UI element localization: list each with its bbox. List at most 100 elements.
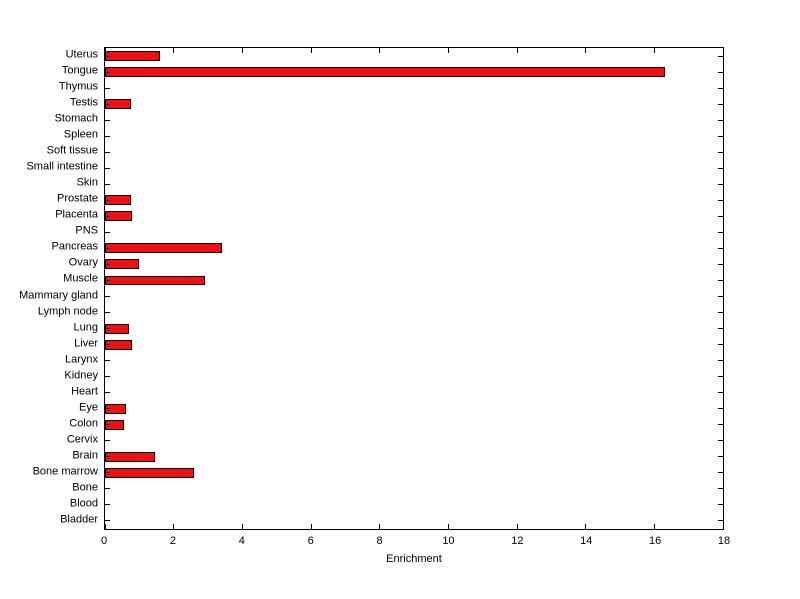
y-tick-label: Brain (72, 449, 98, 462)
plot-area (104, 47, 724, 530)
y-tick (718, 71, 723, 73)
y-tick-label: Tongue (61, 64, 98, 77)
x-tick-label: 16 (648, 535, 662, 547)
y-tick (718, 296, 723, 298)
y-tick (718, 231, 723, 233)
y-tick (105, 520, 110, 522)
x-tick (173, 524, 175, 529)
y-tick (105, 456, 110, 458)
y-tick (105, 215, 110, 217)
x-tick (105, 48, 106, 53)
x-tick (310, 524, 312, 529)
y-tick (105, 71, 110, 73)
y-tick (718, 408, 723, 410)
x-tick (585, 48, 587, 53)
x-tick-label: 6 (307, 535, 314, 547)
y-tick (718, 360, 723, 362)
x-tick-label: 4 (238, 535, 245, 547)
y-tick (105, 103, 110, 105)
y-tick (105, 151, 110, 153)
y-tick (105, 440, 110, 442)
y-tick-label: Kidney (64, 369, 98, 382)
y-tick (718, 199, 723, 201)
y-tick (718, 247, 723, 249)
x-tick (585, 524, 587, 529)
x-tick-label: 10 (442, 535, 455, 547)
y-tick (718, 55, 723, 57)
x-tick-label: 18 (717, 535, 731, 547)
y-tick (105, 87, 110, 89)
x-tick (379, 48, 381, 53)
y-tick (105, 392, 110, 394)
y-tick (718, 376, 723, 378)
y-tick (105, 119, 110, 121)
x-tick (653, 524, 655, 529)
x-tick-label: 12 (511, 535, 524, 547)
x-axis-tick-labels: 0 2 4 6 8 10 12 14 16 18 (100, 535, 730, 549)
y-tick (718, 424, 723, 426)
y-tick (718, 119, 723, 121)
y-tick-label: Prostate (57, 192, 98, 205)
x-tick (379, 524, 381, 529)
x-tick (653, 48, 655, 53)
y-tick (718, 312, 723, 314)
x-tick-label: 14 (580, 535, 593, 547)
y-tick (105, 424, 110, 426)
x-tick (310, 48, 312, 53)
y-tick (105, 488, 110, 490)
y-tick (105, 376, 110, 378)
y-tick (105, 231, 110, 233)
y-tick (718, 103, 723, 105)
y-tick (718, 263, 723, 265)
x-tick (173, 48, 175, 53)
y-tick (718, 151, 723, 153)
y-tick-label: Muscle (63, 272, 98, 285)
y-tick-label: Small intestine (26, 160, 98, 173)
y-tick (718, 440, 723, 442)
y-tick (105, 328, 110, 330)
x-tick (722, 48, 724, 53)
x-axis-label: Enrichment (386, 553, 442, 565)
y-tick-label: Skin (76, 176, 98, 189)
y-tick-label: Eye (79, 401, 98, 414)
x-tick (447, 524, 449, 529)
x-tick (105, 524, 106, 529)
y-tick (718, 215, 723, 217)
y-tick (718, 504, 723, 506)
y-tick-label: Placenta (55, 208, 98, 221)
x-tick-label: 2 (169, 535, 176, 547)
y-tick-label: Larynx (64, 353, 98, 366)
bar-ovary (105, 259, 140, 270)
y-tick-label: Blood (69, 497, 98, 510)
bar-muscle (105, 275, 205, 286)
y-tick (105, 279, 110, 281)
y-tick-label: Spleen (63, 128, 98, 141)
y-tick (718, 183, 723, 185)
x-tick-label: 8 (376, 535, 383, 547)
y-tick (105, 135, 110, 137)
y-tick (105, 55, 110, 57)
bar-tongue (105, 67, 665, 78)
y-tick-label: Bone (72, 481, 98, 494)
y-tick (105, 360, 110, 362)
y-tick (718, 344, 723, 346)
bar-uterus (105, 51, 160, 61)
y-tick-label: Bladder (60, 513, 98, 526)
y-tick (718, 279, 723, 281)
y-tick-label: Liver (74, 337, 98, 350)
y-tick-label: PNS (75, 224, 98, 237)
y-tick-label: Ovary (68, 256, 98, 269)
x-tick (447, 48, 449, 53)
x-tick-label: 0 (100, 535, 108, 547)
y-tick (718, 488, 723, 490)
y-tick-label: Cervix (66, 433, 98, 446)
y-tick (105, 167, 110, 169)
y-tick (718, 472, 723, 474)
y-tick-label: Thymus (58, 80, 98, 93)
y-tick (718, 392, 723, 394)
y-tick-label: Bone marrow (32, 465, 98, 478)
x-tick (241, 48, 243, 53)
y-tick (105, 183, 110, 185)
y-tick-label: Soft tissue (46, 144, 98, 157)
